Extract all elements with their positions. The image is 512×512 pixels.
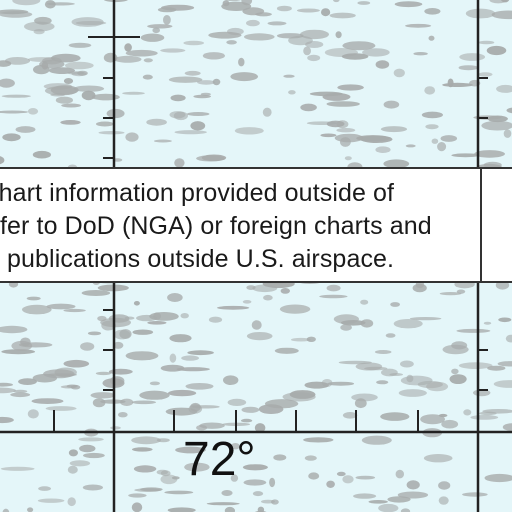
note-box-divider bbox=[480, 169, 482, 281]
note-line-1: chart information provided outside of bbox=[0, 179, 395, 207]
note-line-3: n publications outside U.S. airspace. bbox=[0, 245, 395, 273]
longitude-label: 72° bbox=[183, 433, 256, 486]
note-line-2: efer to DoD (NGA) or foreign charts and bbox=[0, 212, 432, 240]
chart-note-box: chart information provided outside of ef… bbox=[0, 167, 512, 283]
graticule-ticks bbox=[53, 36, 488, 432]
